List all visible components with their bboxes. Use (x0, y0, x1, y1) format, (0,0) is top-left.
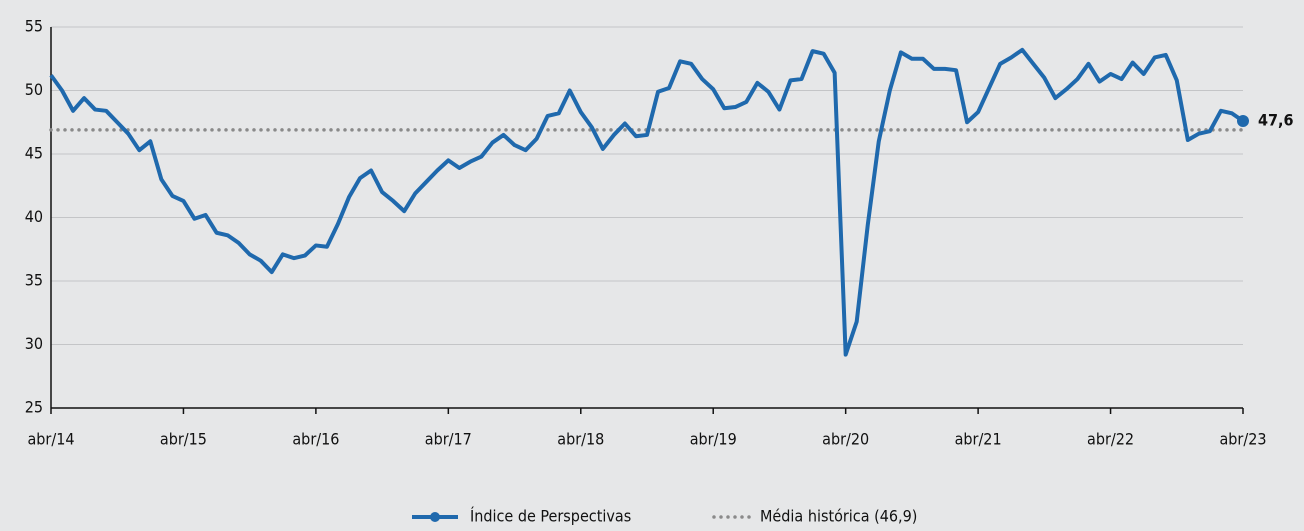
legend-label: Média histórica (46,9) (760, 507, 917, 526)
line-series (49, 47, 1245, 357)
y-tick-label: 40 (25, 207, 43, 226)
y-tick-label: 45 (25, 144, 43, 163)
legend-label: Índice de Perspectivas (470, 507, 631, 526)
value-label: 47,6 (1258, 110, 1294, 129)
y-tick-label: 30 (25, 334, 43, 353)
x-tick-label: abr/16 (292, 430, 339, 449)
y-tick-label: 50 (25, 80, 43, 99)
y-tick-label: 35 (25, 271, 43, 290)
x-tick-label: abr/17 (425, 430, 472, 449)
x-tick-label: abr/22 (1087, 430, 1134, 449)
y-tick-label: 25 (25, 398, 43, 417)
x-tick-label: abr/14 (27, 430, 74, 449)
y-tick-label: 55 (25, 17, 43, 36)
x-tick-label: abr/15 (160, 430, 207, 449)
legend-marker (430, 512, 440, 522)
x-tick-label: abr/21 (955, 430, 1002, 449)
x-tick-label: abr/19 (690, 430, 737, 449)
x-tick-label: abr/23 (1219, 430, 1266, 449)
end-marker (1237, 114, 1249, 127)
x-tick-label: abr/18 (557, 430, 604, 449)
x-tick-label: abr/20 (822, 430, 869, 449)
